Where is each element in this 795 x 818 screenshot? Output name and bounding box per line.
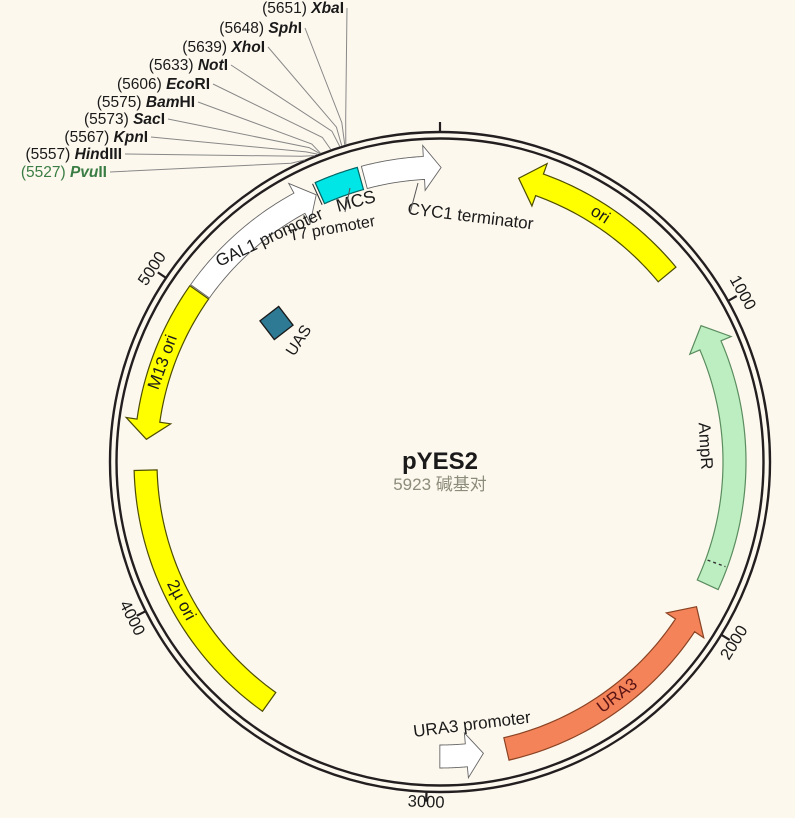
svg-text:(5606) EcoRI: (5606) EcoRI (117, 76, 210, 93)
svg-text:(5575) BamHI: (5575) BamHI (97, 94, 195, 111)
svg-text:(5567) KpnI: (5567) KpnI (64, 129, 148, 146)
svg-text:pYES2: pYES2 (402, 448, 478, 475)
svg-text:(5633) NotI: (5633) NotI (149, 57, 228, 74)
svg-text:(5648) SphI: (5648) SphI (219, 20, 302, 37)
svg-text:(5557) HindIII: (5557) HindIII (26, 146, 122, 163)
svg-text:3000: 3000 (407, 792, 444, 811)
svg-text:(5527) PvuII: (5527) PvuII (21, 164, 107, 181)
svg-text:(5573) SacI: (5573) SacI (84, 111, 165, 128)
svg-text:(5639) XhoI: (5639) XhoI (182, 39, 265, 56)
svg-text:AmpR: AmpR (695, 422, 717, 470)
svg-text:(5651) XbaI: (5651) XbaI (262, 0, 344, 17)
svg-text:5923 碱基对: 5923 碱基对 (393, 475, 487, 494)
